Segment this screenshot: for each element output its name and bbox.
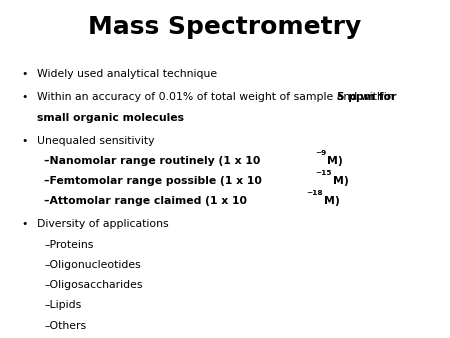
Text: M): M): [327, 156, 342, 166]
Text: −15: −15: [315, 170, 332, 176]
Text: Diversity of applications: Diversity of applications: [37, 219, 168, 230]
Text: –Oligonucleotides: –Oligonucleotides: [44, 260, 141, 270]
Text: Within an accuracy of 0.01% of total weight of sample and within: Within an accuracy of 0.01% of total wei…: [37, 92, 397, 102]
Text: –Proteins: –Proteins: [44, 240, 94, 250]
Text: •: •: [22, 69, 28, 79]
Text: –Femtomolar range possible (1 x 10: –Femtomolar range possible (1 x 10: [44, 176, 262, 186]
Text: –Others: –Others: [44, 321, 86, 331]
Text: •: •: [22, 219, 28, 230]
Text: small organic molecules: small organic molecules: [37, 113, 184, 123]
Text: –Oligosaccharides: –Oligosaccharides: [44, 280, 143, 290]
Text: 5 ppm for: 5 ppm for: [337, 92, 396, 102]
Text: –Attomolar range claimed (1 x 10: –Attomolar range claimed (1 x 10: [44, 196, 247, 207]
Text: Mass Spectrometry: Mass Spectrometry: [88, 15, 362, 39]
Text: –Lipids: –Lipids: [44, 300, 81, 311]
Text: Unequaled sensitivity: Unequaled sensitivity: [37, 136, 154, 146]
Text: M): M): [333, 176, 348, 186]
Text: −18: −18: [306, 190, 323, 196]
Text: •: •: [22, 92, 28, 102]
Text: •: •: [22, 136, 28, 146]
Text: –Nanomolar range routinely (1 x 10: –Nanomolar range routinely (1 x 10: [44, 156, 261, 166]
Text: Widely used analytical technique: Widely used analytical technique: [37, 69, 217, 79]
Text: −9: −9: [315, 150, 327, 156]
Text: M): M): [324, 196, 339, 207]
